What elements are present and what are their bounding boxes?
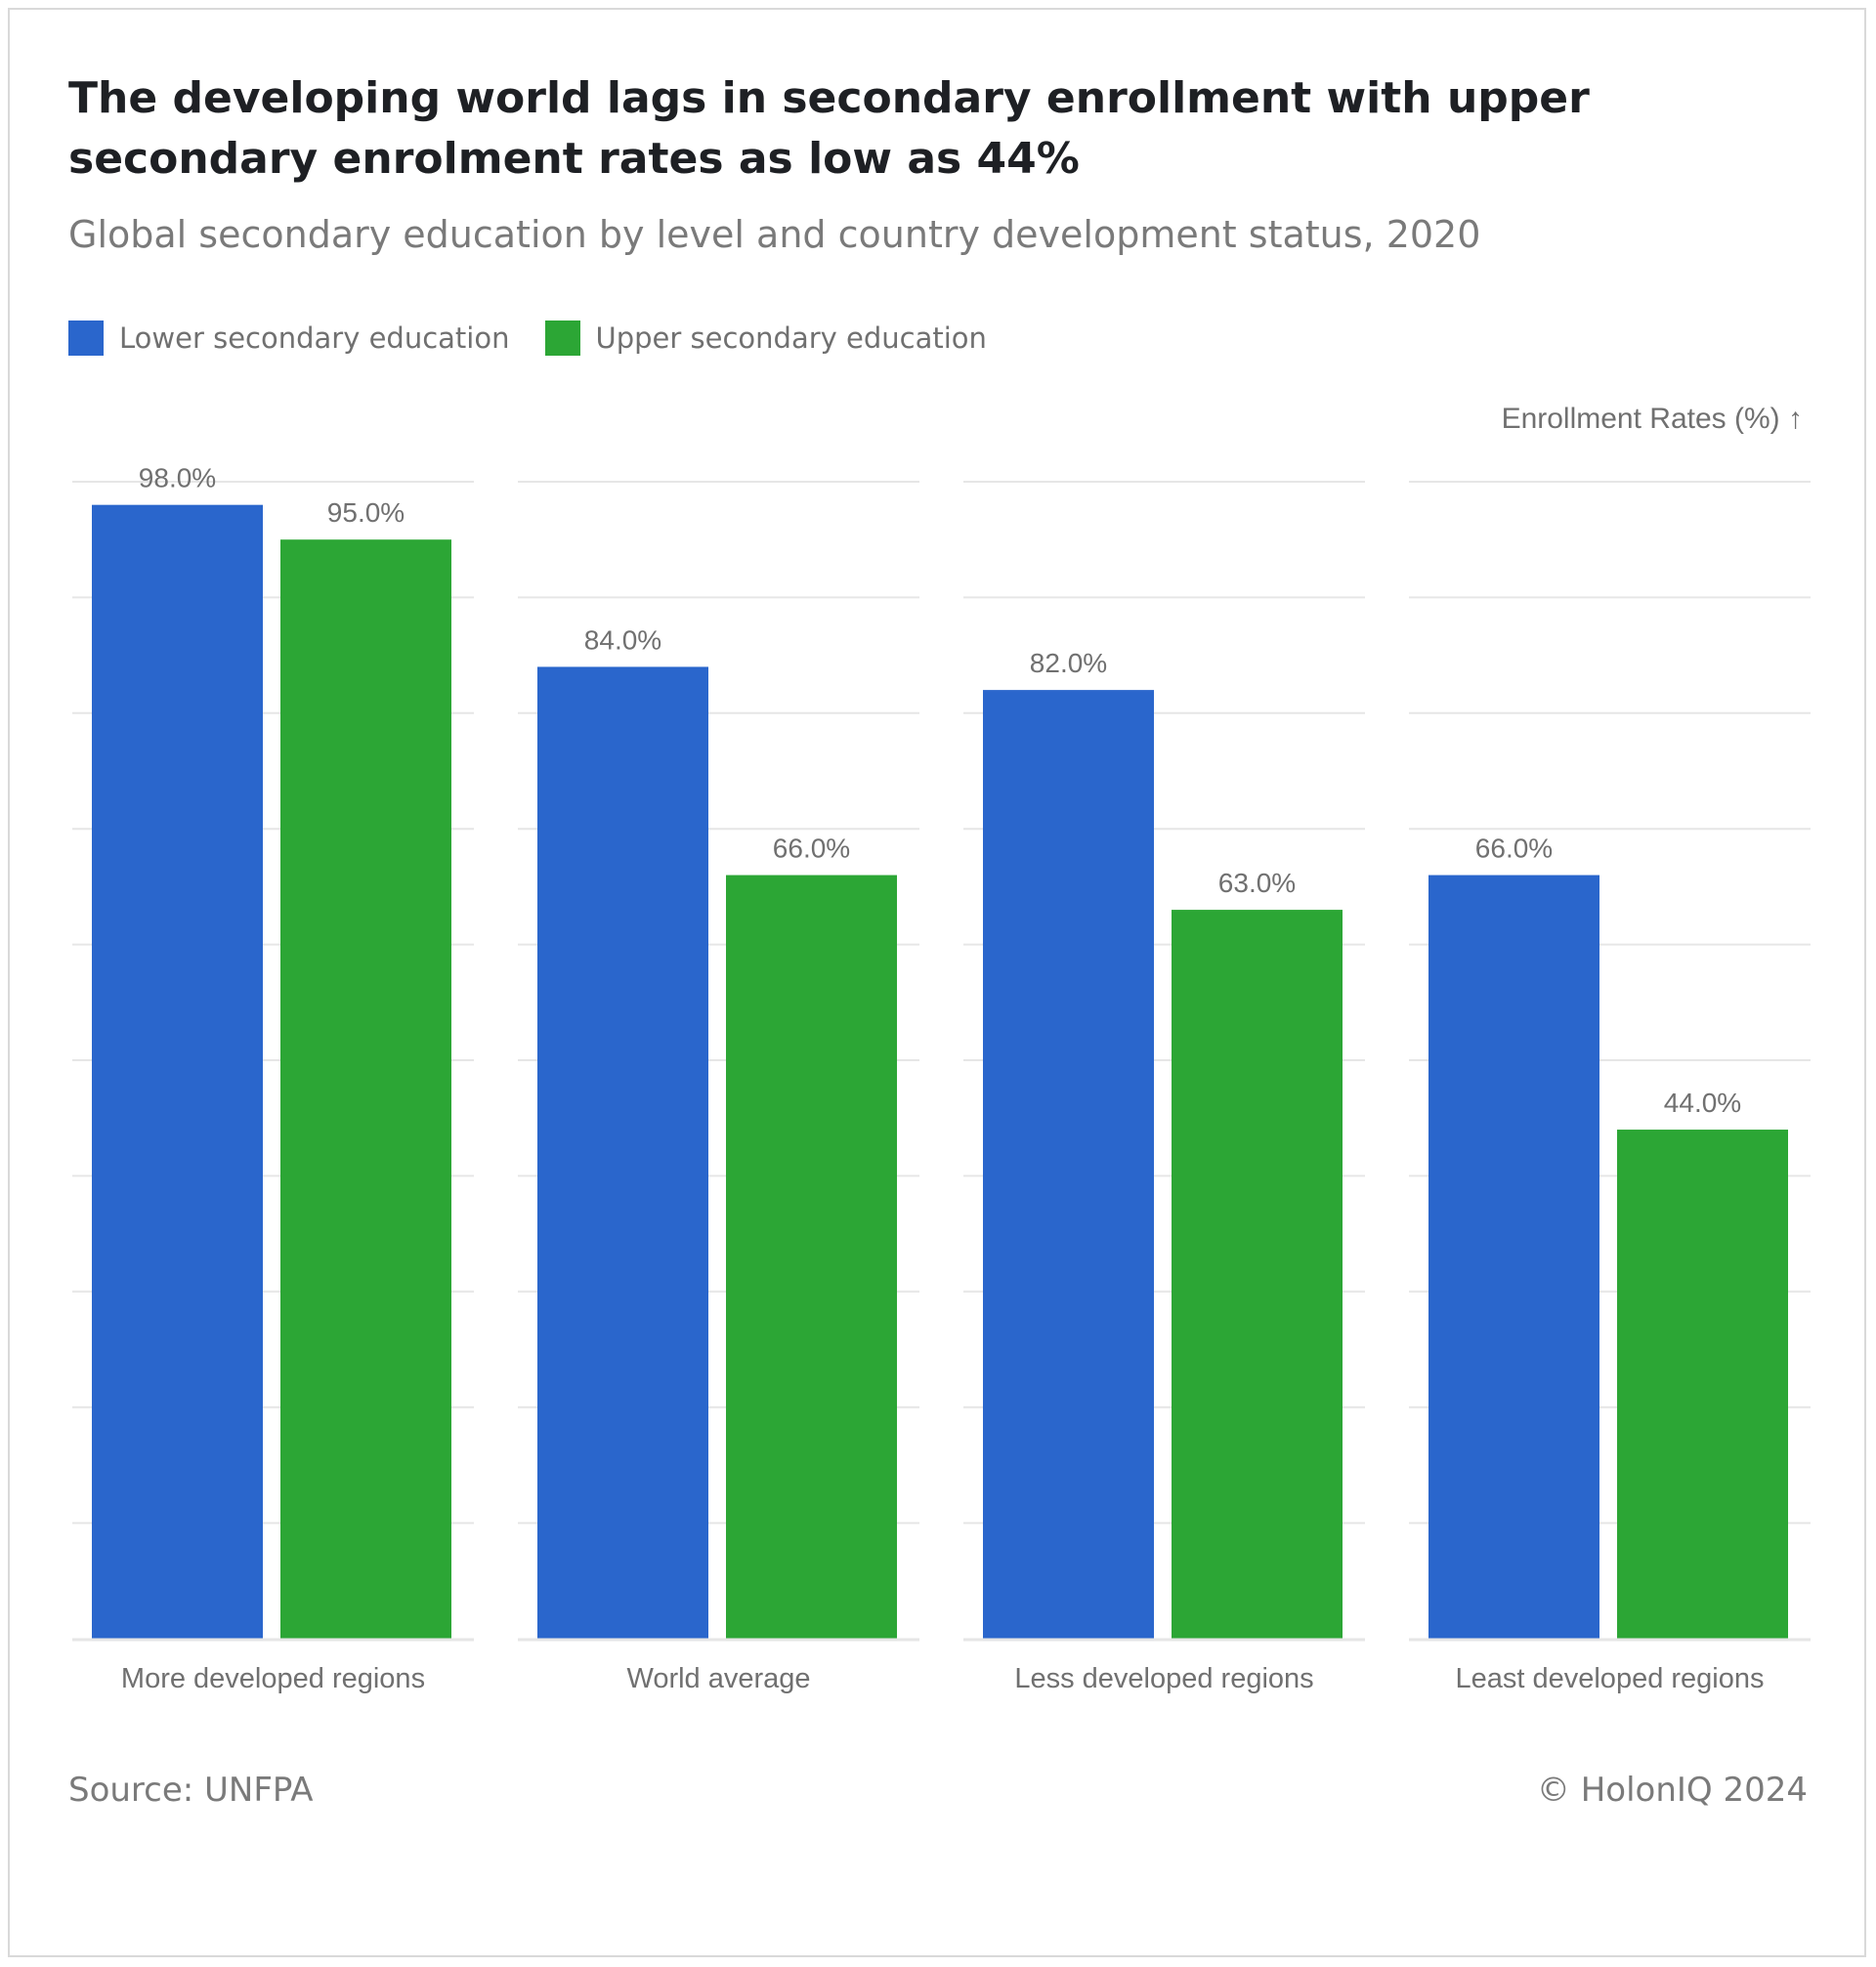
- data-label-upper-secondary-education-less-developed-regions: 63.0%: [1218, 868, 1296, 898]
- bar-upper-secondary-education-world-average: [726, 875, 897, 1639]
- legend-label-lower-secondary: Lower secondary education: [119, 321, 510, 355]
- bar-lower-secondary-education-least-developed-regions: [1428, 875, 1599, 1639]
- bar-lower-secondary-education-more-developed-regions: [92, 504, 263, 1640]
- bar-upper-secondary-education-more-developed-regions: [280, 539, 451, 1640]
- legend-item-upper-secondary[interactable]: Upper secondary education: [544, 321, 987, 356]
- legend: Lower secondary education Upper secondar…: [68, 321, 1022, 356]
- data-label-lower-secondary-education-world-average: 84.0%: [584, 624, 661, 655]
- data-label-lower-secondary-education-more-developed-regions: 98.0%: [139, 463, 216, 493]
- category-label-less-developed-regions: Less developed regions: [1014, 1663, 1313, 1694]
- chart-subtitle: Global secondary education by level and …: [68, 213, 1481, 256]
- data-label-lower-secondary-education-less-developed-regions: 82.0%: [1030, 648, 1107, 678]
- bar-upper-secondary-education-least-developed-regions: [1617, 1130, 1788, 1639]
- legend-swatch-lower-secondary: [68, 321, 104, 356]
- data-label-upper-secondary-education-least-developed-regions: 44.0%: [1664, 1088, 1741, 1118]
- legend-item-lower-secondary[interactable]: Lower secondary education: [68, 321, 510, 356]
- data-label-upper-secondary-education-more-developed-regions: 95.0%: [327, 497, 405, 528]
- source-note: Source: UNFPA: [68, 1771, 314, 1810]
- bar-upper-secondary-education-less-developed-regions: [1172, 910, 1343, 1639]
- legend-swatch-upper-secondary: [544, 321, 580, 356]
- bar-lower-secondary-education-world-average: [537, 666, 708, 1639]
- bar-lower-secondary-education-less-developed-regions: [983, 690, 1154, 1639]
- category-label-least-developed-regions: Least developed regions: [1455, 1663, 1764, 1694]
- category-label-more-developed-regions: More developed regions: [121, 1663, 425, 1694]
- chart-title: The developing world lags in secondary e…: [68, 73, 1590, 184]
- data-label-lower-secondary-education-least-developed-regions: 66.0%: [1475, 834, 1553, 864]
- data-label-upper-secondary-education-world-average: 66.0%: [773, 834, 850, 864]
- legend-label-upper-secondary: Upper secondary education: [595, 321, 987, 355]
- copyright-note: © HolonIQ 2024: [1536, 1771, 1808, 1810]
- category-label-world-average: World average: [626, 1663, 810, 1694]
- y-axis-title: Enrollment Rates (%) ↑: [1501, 403, 1803, 435]
